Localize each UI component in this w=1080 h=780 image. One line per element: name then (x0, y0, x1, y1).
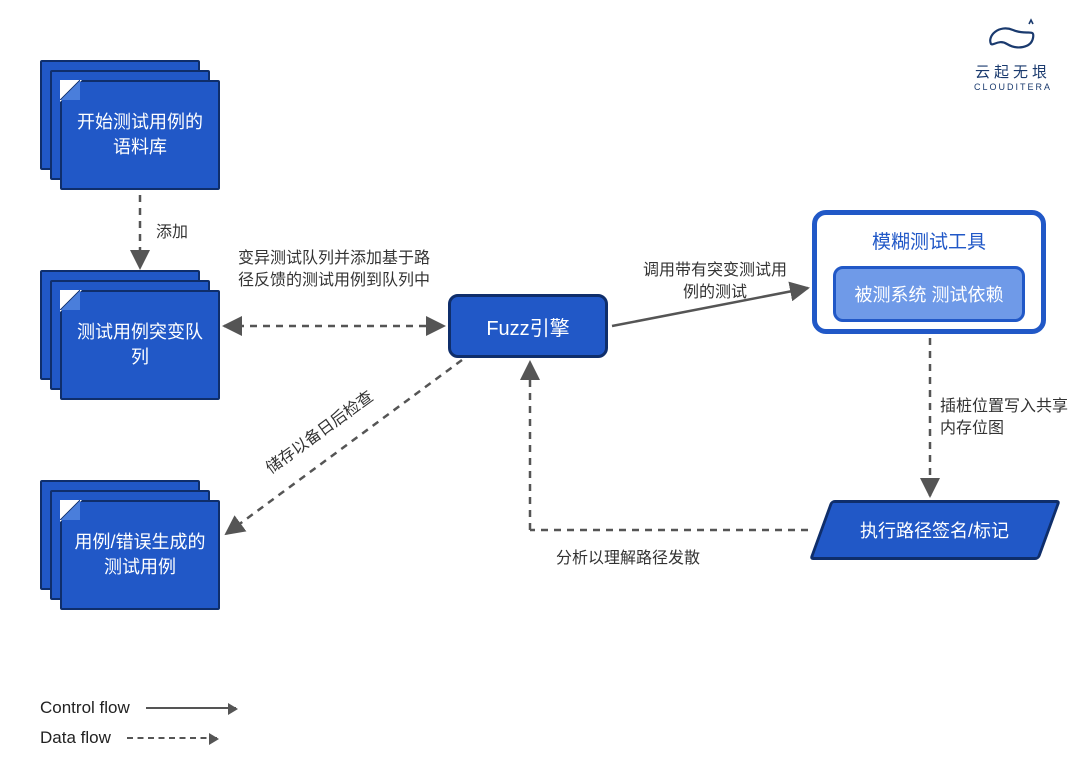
diagram-canvas: 云起无垠 CLOUDITERA 开始测试用例的语料库 测试用例突变队列 用例/错… (0, 0, 1080, 780)
legend-data-flow: Data flow (40, 728, 236, 748)
logo-swirl-icon (983, 18, 1043, 54)
node-label: 开始测试用例的语料库 (72, 110, 208, 160)
logo-text-en: CLOUDITERA (974, 82, 1052, 92)
edge-label-analyze: 分析以理解路径发散 (556, 548, 700, 570)
edge-label-store: 储存以备日后检查 (262, 387, 379, 480)
edge-label-add: 添加 (156, 222, 188, 244)
node-label: Fuzz引擎 (486, 312, 569, 341)
node-fuzz-tool: 模糊测试工具 被测系统 测试依赖 (812, 210, 1046, 334)
legend-control-flow: Control flow (40, 698, 236, 718)
dashed-arrow-icon (127, 737, 217, 739)
node-label: 被测系统 测试依赖 (854, 285, 1003, 305)
node-label: 执行路径签名/标记 (860, 517, 1009, 543)
edge-label-mutate: 变异测试队列并添加基于路径反馈的测试用例到队列中 (234, 248, 434, 293)
node-label: 测试用例突变队列 (72, 320, 208, 370)
node-label: 用例/错误生成的测试用例 (72, 530, 208, 580)
edge-label-invoke: 调用带有突变测试用例的测试 (640, 260, 790, 305)
node-path-signature: 执行路径签名/标记 (809, 500, 1061, 560)
node-fuzz-engine: Fuzz引擎 (448, 294, 608, 358)
logo-text-cn: 云起无垠 (974, 61, 1052, 82)
node-label: 模糊测试工具 (817, 227, 1041, 254)
brand-logo: 云起无垠 CLOUDITERA (974, 18, 1052, 92)
edge-label-instrument: 插桩位置写入共享内存位图 (940, 396, 1080, 441)
node-inner-sut: 被测系统 测试依赖 (833, 266, 1025, 322)
solid-arrow-icon (146, 707, 236, 709)
legend: Control flow Data flow (40, 688, 236, 748)
legend-label: Control flow (40, 698, 130, 718)
legend-label: Data flow (40, 728, 111, 748)
